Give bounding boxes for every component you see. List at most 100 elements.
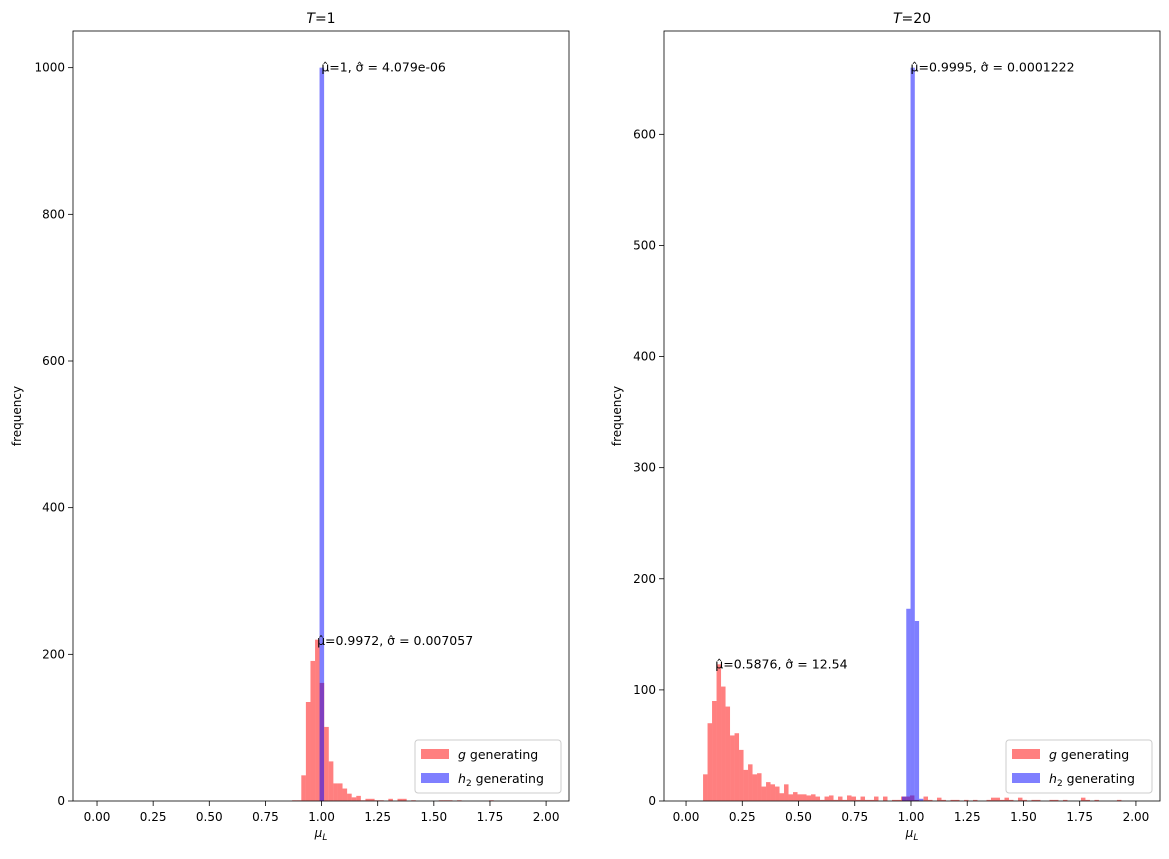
- bar-g: [707, 723, 713, 801]
- x-tick-label: 0.50: [785, 810, 812, 824]
- bar-g: [766, 782, 771, 801]
- x-tick-label: 1.25: [364, 810, 391, 824]
- bar-g: [1080, 797, 1086, 801]
- bar-g: [847, 795, 852, 801]
- y-tick-label: 600: [42, 354, 65, 368]
- bar-g: [1035, 799, 1041, 801]
- x-tick-label: 2.00: [533, 810, 560, 824]
- legend-swatch-h2: [421, 773, 449, 783]
- x-tick-label: 2.00: [1123, 810, 1150, 824]
- annotation: μ̂=0.9972, σ̂ = 0.007057: [317, 633, 473, 648]
- y-tick-label: 1000: [34, 61, 65, 75]
- bar-g: [820, 799, 825, 801]
- x-tick-label: 1.75: [1066, 810, 1093, 824]
- y-axis-label: frequency: [610, 386, 624, 446]
- y-tick-label: 400: [42, 501, 65, 515]
- annotation: μ̂=0.5876, σ̂ = 12.54: [715, 656, 847, 671]
- bar-h2: [910, 67, 915, 801]
- x-tick-label: 1.75: [477, 810, 504, 824]
- bar-g: [811, 794, 816, 801]
- bar-g: [1008, 799, 1014, 801]
- bar-g: [1017, 797, 1023, 801]
- bar-g: [712, 701, 717, 801]
- bar-g: [793, 792, 798, 801]
- bar-g: [1085, 799, 1090, 801]
- y-tick-label: 300: [633, 461, 656, 475]
- bar-g: [324, 726, 329, 801]
- bar-h2: [914, 621, 920, 801]
- bar-g: [328, 761, 334, 801]
- bar-g: [923, 796, 928, 801]
- bar-g: [797, 794, 803, 801]
- legend-label-h2: h2 generating: [458, 771, 544, 789]
- bar-g: [1004, 797, 1009, 801]
- chart-title: T=1: [306, 11, 335, 27]
- bar-g: [365, 798, 371, 801]
- bar-g: [824, 796, 830, 801]
- bar-g: [397, 798, 403, 801]
- axes-frame: [663, 30, 1161, 802]
- bar-g: [1022, 799, 1027, 801]
- bar-g: [761, 786, 767, 801]
- bar-g: [896, 799, 902, 801]
- x-tick-label: 1.00: [308, 810, 335, 824]
- bar-g: [999, 799, 1005, 801]
- legend: g generating h2 generating: [1005, 739, 1153, 794]
- bar-h2: [901, 796, 907, 801]
- bar-g: [927, 799, 933, 801]
- x-tick-label: 0.00: [673, 810, 700, 824]
- bar-g: [972, 799, 978, 801]
- bar-g: [833, 799, 839, 801]
- bar-g: [1031, 799, 1036, 801]
- bar-g: [1094, 799, 1099, 801]
- legend-swatch-g: [1012, 749, 1040, 759]
- x-tick-label: 1.25: [954, 810, 981, 824]
- bar-g: [851, 796, 857, 801]
- bar-g: [730, 735, 735, 801]
- bar-g: [739, 749, 744, 801]
- x-tick-label: 0.00: [84, 810, 111, 824]
- axes-frame: [72, 30, 570, 802]
- x-tick-label: 0.75: [252, 810, 279, 824]
- legend: g generating h2 generating: [414, 739, 562, 794]
- bar-g: [752, 774, 758, 801]
- x-tick-label: 0.25: [140, 810, 167, 824]
- x-tick-label: 1.50: [420, 810, 447, 824]
- bar-g: [950, 799, 955, 801]
- bar-g: [829, 795, 834, 801]
- bar-g: [743, 769, 749, 801]
- bar-g: [892, 799, 897, 801]
- bar-g: [725, 706, 731, 801]
- bar-h2: [919, 798, 924, 801]
- bar-g: [856, 799, 861, 801]
- bar-g: [703, 774, 708, 801]
- bar-g: [775, 786, 780, 801]
- bar-g: [838, 796, 843, 801]
- bar-g: [802, 794, 807, 801]
- bar-g: [883, 796, 888, 801]
- legend-swatch-g: [421, 749, 449, 759]
- bar-g: [716, 664, 722, 801]
- x-tick-label: 0.25: [729, 810, 756, 824]
- x-tick-label: 0.50: [196, 810, 223, 824]
- x-tick-label: 1.50: [1010, 810, 1037, 824]
- y-tick-label: 200: [42, 647, 65, 661]
- bar-g: [954, 799, 960, 801]
- bar-g: [1062, 799, 1068, 801]
- bar-g: [869, 799, 875, 801]
- bar-g: [347, 793, 352, 801]
- bar-g: [734, 733, 740, 801]
- annotation: μ̂=0.9995, σ̂ = 0.0001222: [911, 60, 1075, 75]
- bar-g: [842, 799, 848, 801]
- chart-title: T=20: [893, 11, 931, 27]
- bar-g: [310, 660, 316, 801]
- bar-g: [941, 799, 946, 801]
- bar-g: [1053, 799, 1059, 801]
- bar-g: [874, 796, 879, 801]
- bar-g: [721, 686, 726, 801]
- bar-g: [986, 799, 991, 801]
- x-tick-label: 1.00: [898, 810, 925, 824]
- x-axis-label: μL: [314, 826, 328, 843]
- y-tick-label: 400: [633, 350, 656, 364]
- y-tick-label: 200: [633, 572, 656, 586]
